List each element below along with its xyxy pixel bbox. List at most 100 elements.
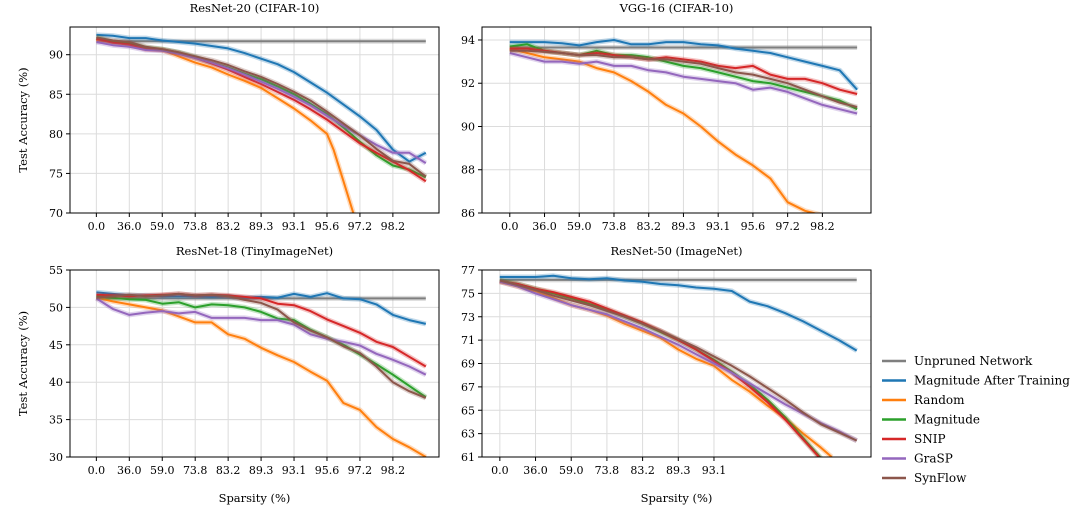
legend-item-grasp: GraSP	[882, 452, 953, 466]
axes-frame	[69, 269, 440, 458]
legend-label-magnitude-after-training: Magnitude After Training	[914, 374, 1070, 388]
panel-vgg-16-cifar-10: 0.0 36.0 59.0 73.8 83.2 89.3 93.1 95.6 97.2 98.2 8…	[461, 1, 872, 233]
x-tick-label: 93.1	[702, 464, 727, 477]
x-tick-label: 59.0	[559, 464, 584, 477]
y-tick-label: 70	[49, 207, 63, 220]
gridlines	[482, 269, 871, 458]
x-tick-label: 0.0	[88, 220, 106, 233]
series-lines	[499, 273, 858, 457]
y-tick-label: 75	[49, 167, 63, 180]
x-tick-label: 59.0	[567, 220, 592, 233]
legend-item-snip: SNIP	[882, 432, 946, 446]
y-tick-label: 63	[461, 428, 475, 441]
x-tick-label: 97.2	[775, 220, 800, 233]
x-tick-label: 59.0	[150, 220, 175, 233]
legend-item-random: Random	[882, 393, 965, 407]
x-axis-ticks: 0.0 36.0 59.0 73.8 83.2 89.3 93.1 95.6 97.2 98.2	[88, 457, 406, 477]
x-tick-label: 97.2	[348, 464, 373, 477]
y-tick-label: 92	[461, 77, 475, 90]
series-lines	[95, 32, 428, 213]
x-tick-label: 0.0	[491, 464, 509, 477]
x-tick-label: 73.8	[183, 220, 208, 233]
chart-title: ResNet-50 (ImageNet)	[611, 244, 743, 258]
y-tick-label: 85	[49, 88, 63, 101]
x-tick-label: 93.1	[706, 220, 731, 233]
chart-title: ResNet-20 (CIFAR-10)	[190, 1, 320, 15]
x-tick-label: 59.0	[150, 464, 175, 477]
legend-label-unpruned-network: Unpruned Network	[914, 354, 1033, 368]
x-tick-label: 89.3	[671, 220, 696, 233]
legend-label-grasp: GraSP	[914, 452, 953, 466]
x-axis-ticks: 0.0 36.0 59.0 73.8 83.2 89.3 93.1	[491, 457, 726, 477]
x-tick-label: 36.0	[532, 220, 557, 233]
y-tick-label: 45	[49, 339, 63, 352]
x-tick-label: 89.3	[666, 464, 691, 477]
y-tick-label: 61	[461, 451, 475, 464]
series-band-random	[499, 279, 834, 457]
legend: Unpruned Network Magnitude After Training…	[882, 354, 1070, 485]
legend-label-random: Random	[914, 393, 965, 407]
y-tick-label: 73	[461, 311, 475, 324]
legend-item-unpruned-network: Unpruned Network	[882, 354, 1033, 368]
x-tick-label: 89.3	[249, 220, 274, 233]
chart-title: VGG-16 (CIFAR-10)	[619, 1, 734, 15]
y-tick-label: 55	[49, 264, 63, 277]
legend-label-magnitude: Magnitude	[914, 413, 980, 427]
series-lines	[509, 37, 859, 213]
y-axis-ticks: 61 63 65 67 69 71 73 75 77	[461, 264, 482, 464]
x-tick-label: 0.0	[88, 464, 106, 477]
y-axis-ticks: 70 75 80 85 90	[49, 49, 70, 220]
x-tick-label: 93.1	[282, 220, 307, 233]
x-tick-label: 95.6	[315, 220, 340, 233]
x-tick-label: 98.2	[381, 464, 406, 477]
series-line-synflow	[509, 49, 858, 108]
axes-frame	[69, 26, 440, 214]
y-tick-label: 50	[49, 301, 63, 314]
series-line-magnitude-after-training	[509, 39, 858, 91]
panel-resnet-50-imagenet: 0.0 36.0 59.0 73.8 83.2 89.3 93.1 61 63 65 67 69 71 7…	[461, 244, 872, 505]
series-line-grasp	[499, 280, 858, 442]
y-tick-label: 75	[461, 287, 475, 300]
series-line-synflow	[96, 292, 427, 399]
x-tick-label: 73.8	[602, 220, 627, 233]
x-tick-label: 36.0	[117, 220, 142, 233]
x-tick-label: 83.2	[630, 464, 655, 477]
series-line-grasp	[96, 41, 427, 164]
y-tick-label: 71	[461, 334, 475, 347]
x-axis-ticks: 0.0 36.0 59.0 73.8 83.2 89.3 93.1 95.6 97.2 98.2	[501, 213, 835, 233]
series-line-grasp	[509, 52, 858, 115]
series-line-grasp	[95, 297, 427, 376]
x-tick-label: 36.0	[117, 464, 142, 477]
y-axis-ticks: 86 88 90 92 94	[461, 34, 482, 220]
x-tick-label: 98.2	[381, 220, 406, 233]
x-tick-label: 95.6	[315, 464, 340, 477]
x-tick-label: 93.1	[282, 464, 307, 477]
y-tick-label: 77	[461, 264, 475, 277]
x-tick-label: 97.2	[348, 220, 373, 233]
series-line-random	[509, 47, 818, 213]
series-line-magnitude-after-training	[96, 33, 427, 163]
x-tick-label: 83.2	[216, 220, 241, 233]
y-axis-label: Test Accuracy (%)	[16, 67, 30, 172]
y-tick-label: 35	[49, 414, 63, 427]
series-line-synflow	[96, 36, 427, 178]
y-axis-label: Test Accuracy (%)	[16, 311, 30, 416]
x-tick-label: 95.6	[741, 220, 766, 233]
y-tick-label: 86	[461, 207, 475, 220]
y-tick-label: 65	[461, 404, 475, 417]
y-tick-label: 69	[461, 358, 475, 371]
series-lines	[95, 289, 428, 457]
y-tick-label: 94	[461, 34, 475, 47]
series-line-synflow	[499, 279, 858, 442]
y-tick-label: 90	[461, 120, 475, 133]
y-tick-label: 40	[49, 376, 63, 389]
y-tick-label: 88	[461, 164, 475, 177]
series-line-random	[499, 280, 833, 457]
x-tick-label: 73.8	[183, 464, 208, 477]
y-tick-label: 30	[49, 451, 63, 464]
legend-label-snip: SNIP	[914, 432, 946, 446]
y-tick-label: 67	[461, 381, 475, 394]
x-tick-label: 36.0	[523, 464, 548, 477]
series-line-magnitude-after-training	[499, 274, 858, 352]
